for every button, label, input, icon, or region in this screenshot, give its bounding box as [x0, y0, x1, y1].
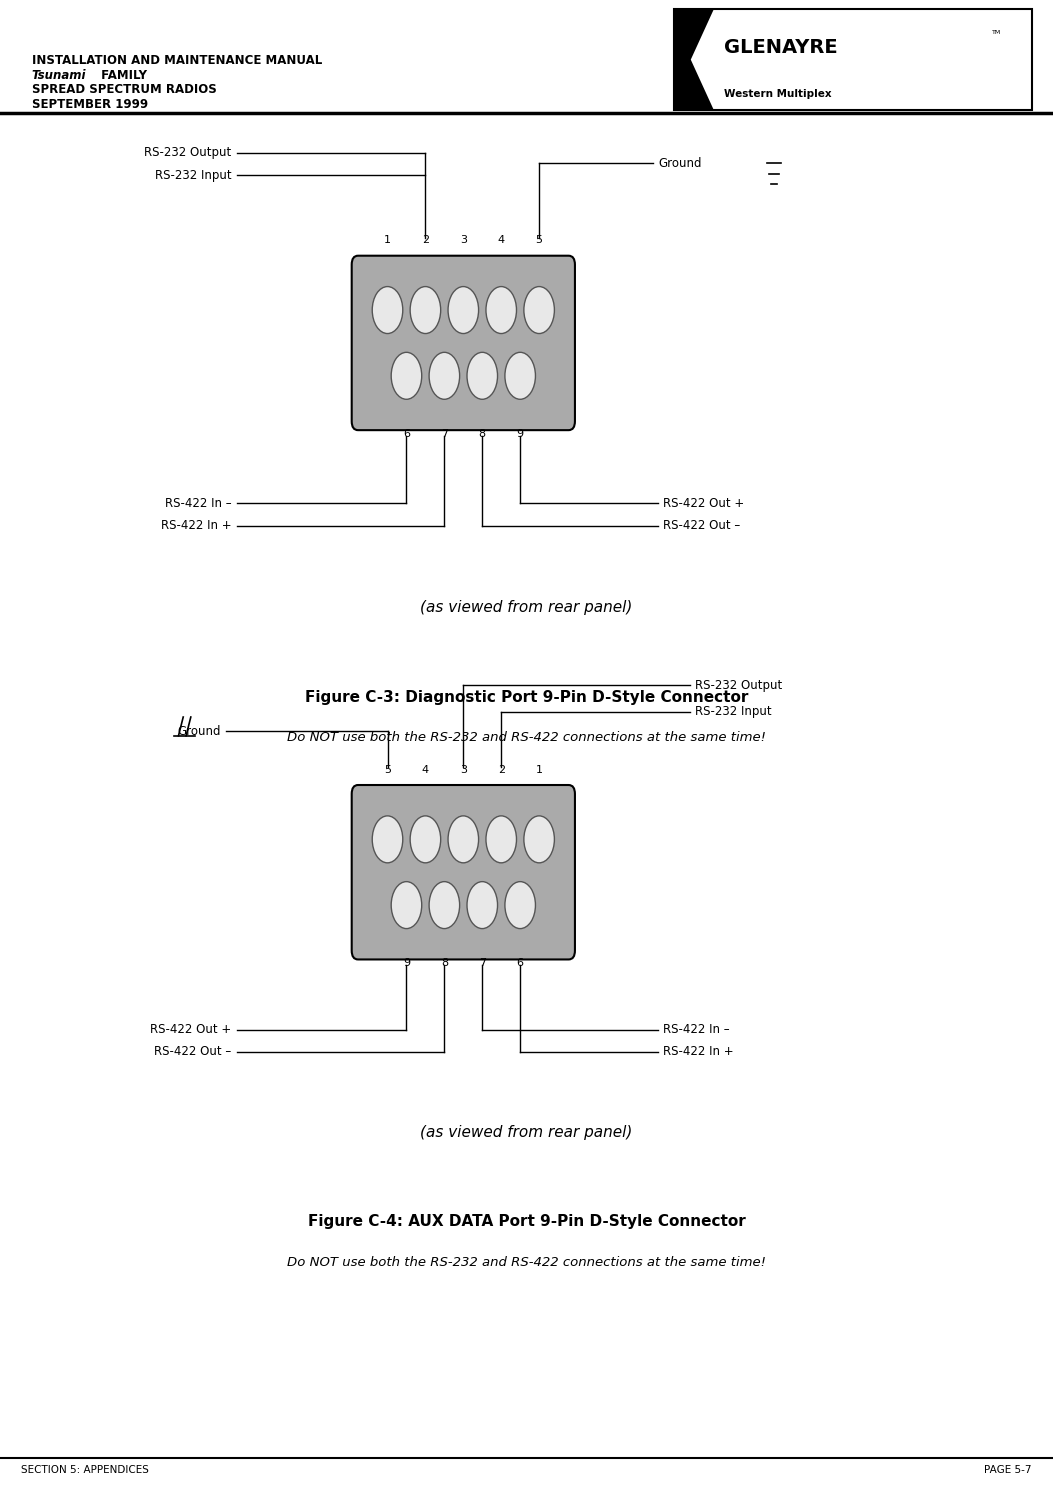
Text: SPREAD SPECTRUM RADIOS: SPREAD SPECTRUM RADIOS [32, 83, 216, 97]
Ellipse shape [485, 286, 516, 334]
Text: 8: 8 [479, 429, 485, 438]
Text: 1: 1 [384, 236, 391, 245]
Text: 2: 2 [498, 765, 504, 775]
Text: RS-422 In –: RS-422 In – [165, 497, 232, 510]
Ellipse shape [429, 881, 459, 929]
Text: 4: 4 [422, 765, 429, 775]
Text: Western Multiplex: Western Multiplex [724, 89, 832, 98]
Ellipse shape [466, 881, 497, 929]
Text: RS-422 In +: RS-422 In + [161, 519, 232, 532]
Ellipse shape [466, 352, 497, 400]
Text: GLENAYRE: GLENAYRE [724, 39, 838, 57]
Text: (as viewed from rear panel): (as viewed from rear panel) [420, 1124, 633, 1141]
Text: RS-232 Input: RS-232 Input [695, 705, 772, 719]
Text: 6: 6 [403, 429, 410, 438]
Text: RS-422 Out +: RS-422 Out + [151, 1023, 232, 1036]
Text: 7: 7 [479, 959, 485, 968]
Ellipse shape [448, 286, 478, 334]
Text: TM: TM [992, 30, 1001, 36]
Ellipse shape [485, 816, 516, 863]
FancyBboxPatch shape [352, 256, 575, 429]
Text: Ground: Ground [658, 157, 701, 170]
Text: RS-422 Out +: RS-422 Out + [663, 497, 744, 510]
Text: Figure C-3: Diagnostic Port 9-Pin D-Style Connector: Figure C-3: Diagnostic Port 9-Pin D-Styl… [304, 689, 749, 705]
Ellipse shape [372, 816, 402, 863]
Text: 6: 6 [517, 959, 523, 968]
Text: RS-422 Out –: RS-422 Out – [155, 1045, 232, 1059]
Text: 5: 5 [384, 765, 391, 775]
Ellipse shape [391, 352, 421, 400]
Ellipse shape [504, 352, 535, 400]
Text: Do NOT use both the RS-232 and RS-422 connections at the same time!: Do NOT use both the RS-232 and RS-422 co… [287, 1255, 766, 1269]
Text: 3: 3 [460, 236, 466, 245]
Text: (as viewed from rear panel): (as viewed from rear panel) [420, 599, 633, 616]
Text: 9: 9 [403, 959, 410, 968]
Text: 5: 5 [536, 236, 542, 245]
Text: RS-232 Output: RS-232 Output [695, 678, 782, 692]
Text: SECTION 5: APPENDICES: SECTION 5: APPENDICES [21, 1466, 148, 1475]
Text: 7: 7 [441, 429, 448, 438]
Ellipse shape [523, 816, 554, 863]
Text: FAMILY: FAMILY [97, 69, 146, 82]
FancyBboxPatch shape [352, 786, 575, 960]
Ellipse shape [410, 286, 440, 334]
Ellipse shape [429, 352, 459, 400]
Text: Tsunami: Tsunami [32, 69, 86, 82]
Text: RS-422 In –: RS-422 In – [663, 1023, 730, 1036]
Text: INSTALLATION AND MAINTENANCE MANUAL: INSTALLATION AND MAINTENANCE MANUAL [32, 54, 322, 67]
Bar [674, 9, 1032, 110]
Text: SEPTEMBER 1999: SEPTEMBER 1999 [32, 98, 147, 112]
Text: 8: 8 [441, 959, 448, 968]
Text: RS-422 Out –: RS-422 Out – [663, 519, 740, 532]
Text: Do NOT use both the RS-232 and RS-422 connections at the same time!: Do NOT use both the RS-232 and RS-422 co… [287, 731, 766, 744]
Ellipse shape [448, 816, 478, 863]
Ellipse shape [372, 286, 402, 334]
Polygon shape [674, 9, 714, 110]
Ellipse shape [523, 286, 554, 334]
Text: RS-422 In +: RS-422 In + [663, 1045, 734, 1059]
Text: 1: 1 [536, 765, 542, 775]
Text: 4: 4 [498, 236, 504, 245]
Text: 2: 2 [422, 236, 429, 245]
Ellipse shape [504, 881, 535, 929]
Ellipse shape [410, 816, 440, 863]
Text: RS-232 Output: RS-232 Output [144, 146, 232, 160]
Ellipse shape [391, 881, 421, 929]
Text: 9: 9 [517, 429, 523, 438]
Text: Ground: Ground [178, 725, 221, 738]
Text: Figure C-4: AUX DATA Port 9-Pin D-Style Connector: Figure C-4: AUX DATA Port 9-Pin D-Style … [307, 1214, 746, 1230]
Text: RS-232 Input: RS-232 Input [155, 168, 232, 182]
Text: PAGE 5-7: PAGE 5-7 [985, 1466, 1032, 1475]
Text: 3: 3 [460, 765, 466, 775]
